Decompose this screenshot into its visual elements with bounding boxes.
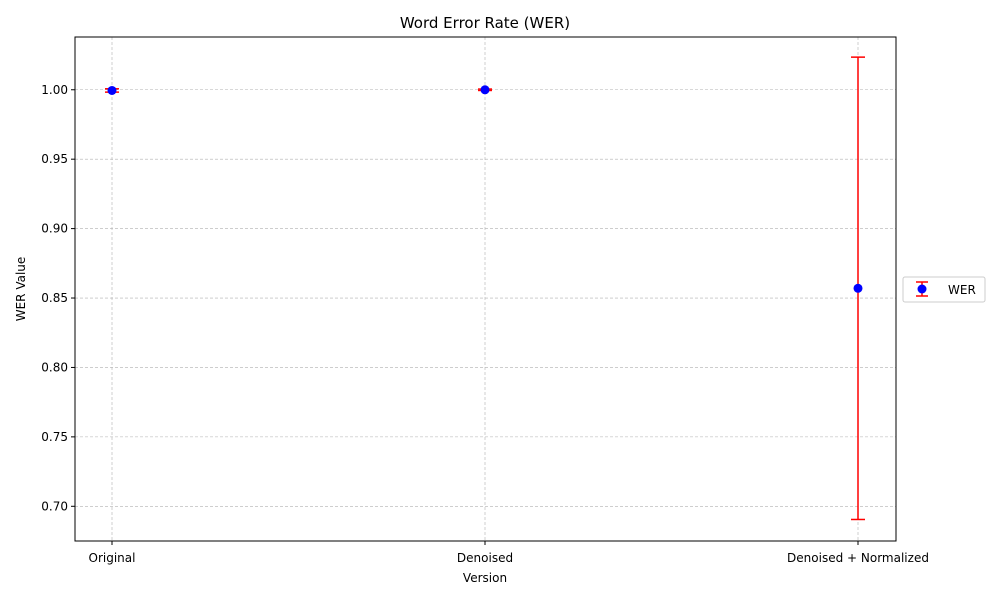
y-axis: 0.70 0.75 0.80 0.85 0.90 0.95 1.00 (41, 83, 75, 513)
x-tick-label: Denoised (457, 551, 513, 565)
chart-title: Word Error Rate (WER) (400, 14, 570, 32)
y-tick-label: 0.90 (41, 222, 68, 236)
y-tick-label: 0.75 (41, 430, 68, 444)
x-axis: Original Denoised Denoised + Normalized (89, 541, 929, 565)
x-tick-label: Original (89, 551, 136, 565)
series-wer (105, 56, 865, 521)
legend-label-wer: WER (948, 283, 976, 297)
data-point (853, 283, 863, 293)
legend-marker-icon (917, 284, 927, 294)
y-tick-label: 0.85 (41, 291, 68, 305)
x-axis-title: Version (463, 571, 507, 585)
grid-lines (75, 37, 896, 541)
data-point (107, 85, 117, 95)
y-tick-label: 1.00 (41, 83, 68, 97)
x-tick-label: Denoised + Normalized (787, 551, 929, 565)
y-tick-label: 0.70 (41, 499, 68, 513)
y-axis-title: WER Value (14, 257, 28, 322)
legend: WER (902, 276, 986, 303)
data-point (480, 85, 490, 95)
y-tick-label: 0.80 (41, 360, 68, 374)
y-tick-label: 0.95 (41, 152, 68, 166)
plot-frame (74, 36, 897, 542)
